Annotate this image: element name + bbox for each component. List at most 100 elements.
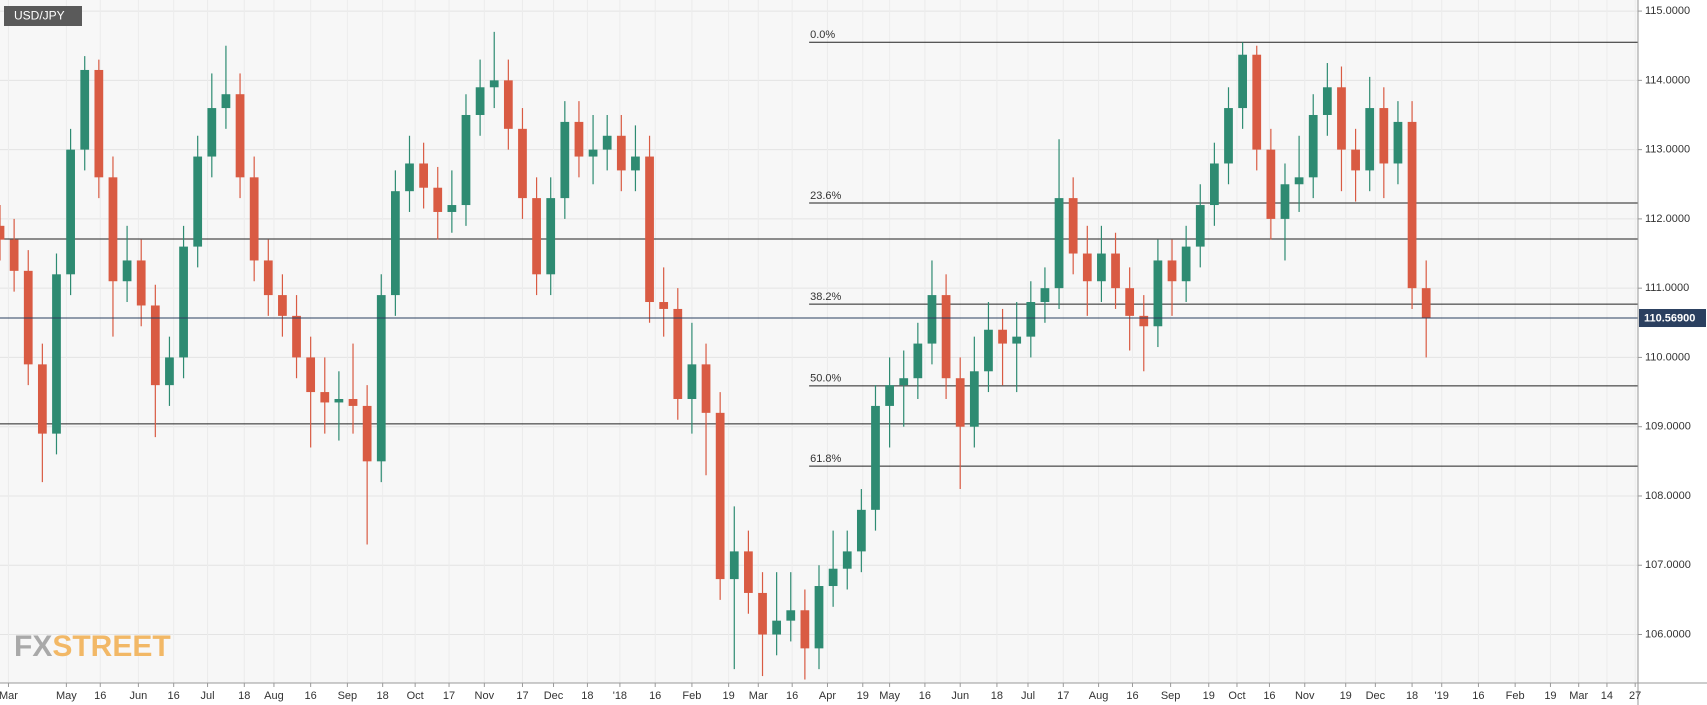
candle-body: [842, 551, 852, 569]
candle-body: [150, 305, 160, 386]
candle-body: [828, 568, 838, 587]
candle-body: [475, 87, 485, 115]
x-tick-label: 18: [581, 690, 593, 702]
fib-label: 50.0%: [810, 373, 841, 385]
y-tick-label: 114.0000: [1645, 74, 1690, 86]
y-tick-label: 108.0000: [1645, 490, 1691, 502]
candle-body: [1181, 246, 1191, 282]
candle-body: [631, 156, 640, 171]
x-tick-label: Dec: [544, 690, 564, 702]
candle-body: [122, 260, 132, 282]
candle-body: [772, 620, 782, 635]
candle-body: [1252, 54, 1262, 150]
x-tick-label: Mar: [1569, 690, 1588, 702]
candle-body: [207, 108, 217, 157]
candle-body: [1407, 121, 1417, 289]
x-tick-label: Aug: [264, 690, 284, 702]
x-tick-label: Jun: [130, 690, 148, 702]
candle-body: [899, 378, 909, 386]
chart-title: USD/JPY: [14, 9, 65, 23]
y-tick-label: 113.0000: [1645, 144, 1690, 156]
axes: 106.0000 107.0000 108.0000 109.0000 110.0000…: [0, 5, 1706, 702]
candle-body: [871, 405, 880, 510]
x-tick-label: 19: [723, 690, 735, 702]
x-tick-label: 16: [1126, 690, 1138, 702]
watermark-street-text: STREET: [52, 630, 170, 663]
candle-body: [362, 405, 372, 462]
candle-body: [179, 246, 188, 358]
candle-body: [1322, 87, 1332, 115]
candle-body: [532, 198, 541, 275]
fib-label: 0.0%: [810, 29, 835, 41]
plot-area: 0.0% 23.6% 38.2% 50.0% 61.8%: [0, 29, 1638, 680]
x-tick-label: 27: [1629, 690, 1641, 702]
x-tick-label: May: [56, 690, 77, 702]
fib-label: 61.8%: [810, 453, 841, 465]
x-tick-label: Jun: [951, 690, 969, 702]
candle-body: [136, 260, 146, 306]
x-tick-label: 16: [649, 690, 661, 702]
candle-body: [1068, 198, 1078, 254]
watermark-fx: FXSTREET: [14, 630, 171, 663]
x-tick-label: 17: [443, 690, 455, 702]
x-tick-label: Nov: [1295, 690, 1315, 702]
candle-body: [560, 121, 570, 199]
title-box: [4, 6, 82, 26]
x-tick-label: 19: [1340, 690, 1352, 702]
x-tick-label: 16: [168, 690, 180, 702]
candle-body: [1111, 253, 1120, 289]
candle-body: [334, 398, 344, 403]
candle-body: [1421, 288, 1431, 319]
candle-body: [856, 509, 866, 552]
candle-body: [1082, 253, 1092, 282]
y-tick-label: 111.0000: [1645, 282, 1689, 294]
candle-body: [1139, 315, 1149, 327]
x-tick-label: Feb: [682, 690, 701, 702]
x-tick-label: Sep: [1161, 690, 1181, 702]
watermark: FXSTREET: [14, 630, 171, 663]
watermark-fx-text: FX: [14, 630, 52, 663]
candle-body: [278, 295, 287, 316]
y-tick-label: 110.0000: [1645, 351, 1690, 363]
candle-body: [1125, 288, 1135, 316]
candle-body: [546, 198, 556, 275]
x-tick-label: May: [879, 690, 900, 702]
candle-body: [941, 295, 951, 379]
candle-body: [800, 610, 810, 649]
grid: [0, 0, 1638, 683]
candle-body: [405, 163, 414, 192]
candle-body: [1224, 108, 1233, 164]
candle-body: [263, 260, 273, 296]
x-tick-label: Mar: [0, 690, 18, 702]
x-tick-label: 16: [305, 690, 317, 702]
candle-body: [1337, 87, 1346, 150]
candle-body: [645, 156, 654, 303]
candle-body: [461, 114, 471, 206]
x-tick-label: 16: [94, 690, 106, 702]
candle-body: [193, 156, 203, 247]
candle-body: [249, 177, 259, 261]
y-tick-label: 112.0000: [1645, 213, 1690, 225]
candle-body: [80, 69, 90, 150]
candle-body: [447, 205, 457, 212]
x-tick-label: '19: [1435, 690, 1449, 702]
candle-body: [503, 80, 513, 129]
candle-body: [306, 357, 316, 393]
candle-body: [66, 149, 75, 275]
candle-body: [419, 163, 428, 188]
candle-body: [786, 610, 796, 621]
candle-body: [1195, 205, 1205, 247]
candle-body: [687, 364, 697, 399]
x-tick-label: 16: [1472, 690, 1484, 702]
candle-body: [1266, 149, 1276, 219]
candle-body: [602, 135, 612, 150]
candle-body: [0, 225, 5, 240]
candle-body: [715, 412, 725, 580]
candle-body: [1167, 260, 1177, 282]
x-tick-label: 17: [1057, 690, 1069, 702]
candle-body: [108, 177, 118, 282]
candle-body: [998, 329, 1007, 344]
candle-body: [659, 302, 669, 309]
candle-body: [758, 592, 767, 635]
